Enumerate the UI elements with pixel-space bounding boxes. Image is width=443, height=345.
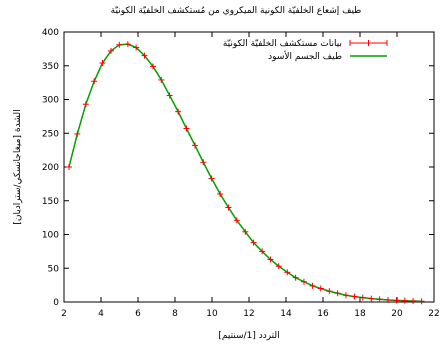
data-point — [326, 288, 333, 295]
plot-frame — [63, 31, 435, 303]
data-point — [334, 290, 341, 297]
data-point — [384, 296, 391, 303]
data-point — [149, 63, 156, 70]
y-tick-label: 0 — [53, 298, 59, 308]
x-tick-label: 18 — [354, 309, 366, 319]
y-tick-label: 200 — [42, 163, 59, 173]
x-tick-label: 2 — [61, 309, 67, 319]
series-line-blackbody — [68, 43, 422, 303]
x-axis-label: التردد [1/سنتيم] — [218, 331, 279, 341]
data-point — [376, 296, 383, 303]
y-axis-label: الشدة [ميغاجانسكي/ستراديان] — [13, 109, 23, 224]
y-tick-label: 250 — [42, 129, 59, 139]
x-tick-label: 8 — [172, 309, 178, 319]
data-point — [175, 108, 182, 115]
data-point — [107, 47, 114, 54]
legend: بيانات مستكشف الخلفيّة الكونيّة طيف الجس… — [223, 39, 388, 62]
data-point — [191, 142, 198, 149]
y-tick-label: 150 — [42, 197, 59, 207]
data-point — [410, 297, 417, 304]
data-point — [166, 92, 173, 99]
data-point — [368, 295, 375, 302]
data-point — [359, 294, 366, 301]
data-point — [233, 217, 240, 224]
data-point — [217, 191, 224, 197]
x-tick-label: 12 — [243, 309, 254, 319]
data-point — [124, 41, 131, 48]
x-tick-label: 20 — [391, 309, 403, 319]
data-point — [74, 130, 81, 137]
legend-label-blackbody: طيف الجسم الأسود — [268, 50, 342, 62]
y-axis: 0 50 100 150 200 250 300 350 400 — [42, 28, 434, 308]
data-point — [141, 52, 148, 59]
data-point — [133, 44, 140, 51]
x-tick-label: 4 — [98, 309, 104, 319]
data-point — [401, 297, 408, 304]
series-layer — [65, 41, 425, 305]
y-tick-label: 350 — [42, 62, 59, 72]
data-point — [250, 239, 257, 246]
x-tick-label: 10 — [206, 309, 218, 319]
data-point — [284, 269, 291, 276]
x-axis: 2 4 6 8 10 12 14 16 18 20 22 — [61, 32, 440, 319]
chart-title: طيف إشعاع الخلفيّة الكونية الميكروي من م… — [111, 6, 362, 16]
data-point — [183, 125, 190, 132]
data-point — [91, 78, 98, 85]
data-point — [208, 175, 215, 182]
data-point — [200, 159, 207, 166]
data-point — [292, 274, 299, 281]
data-point — [351, 293, 358, 300]
x-tick-label: 22 — [428, 309, 439, 319]
x-tick-label: 6 — [135, 309, 141, 319]
y-tick-label: 300 — [42, 96, 59, 106]
legend-marker-data — [349, 40, 388, 46]
data-point — [65, 164, 72, 170]
data-point — [116, 41, 123, 48]
data-point — [82, 101, 89, 108]
y-tick-label: 100 — [42, 231, 59, 241]
y-tick-label: 400 — [42, 28, 59, 38]
data-point — [99, 60, 106, 67]
legend-label-data: بيانات مستكشف الخلفيّة الكونيّة — [223, 39, 342, 49]
data-point — [267, 256, 274, 263]
data-point — [342, 292, 349, 299]
data-point — [418, 298, 425, 305]
data-point — [242, 228, 249, 235]
data-point — [158, 76, 165, 83]
data-point — [275, 263, 282, 270]
x-tick-label: 16 — [317, 309, 329, 319]
y-tick-label: 50 — [48, 264, 60, 274]
data-point — [309, 282, 316, 289]
data-point — [317, 285, 324, 292]
x-tick-label: 14 — [280, 309, 292, 319]
data-point — [300, 278, 307, 285]
data-point — [225, 204, 232, 211]
data-point — [259, 248, 266, 255]
data-point — [393, 297, 400, 304]
